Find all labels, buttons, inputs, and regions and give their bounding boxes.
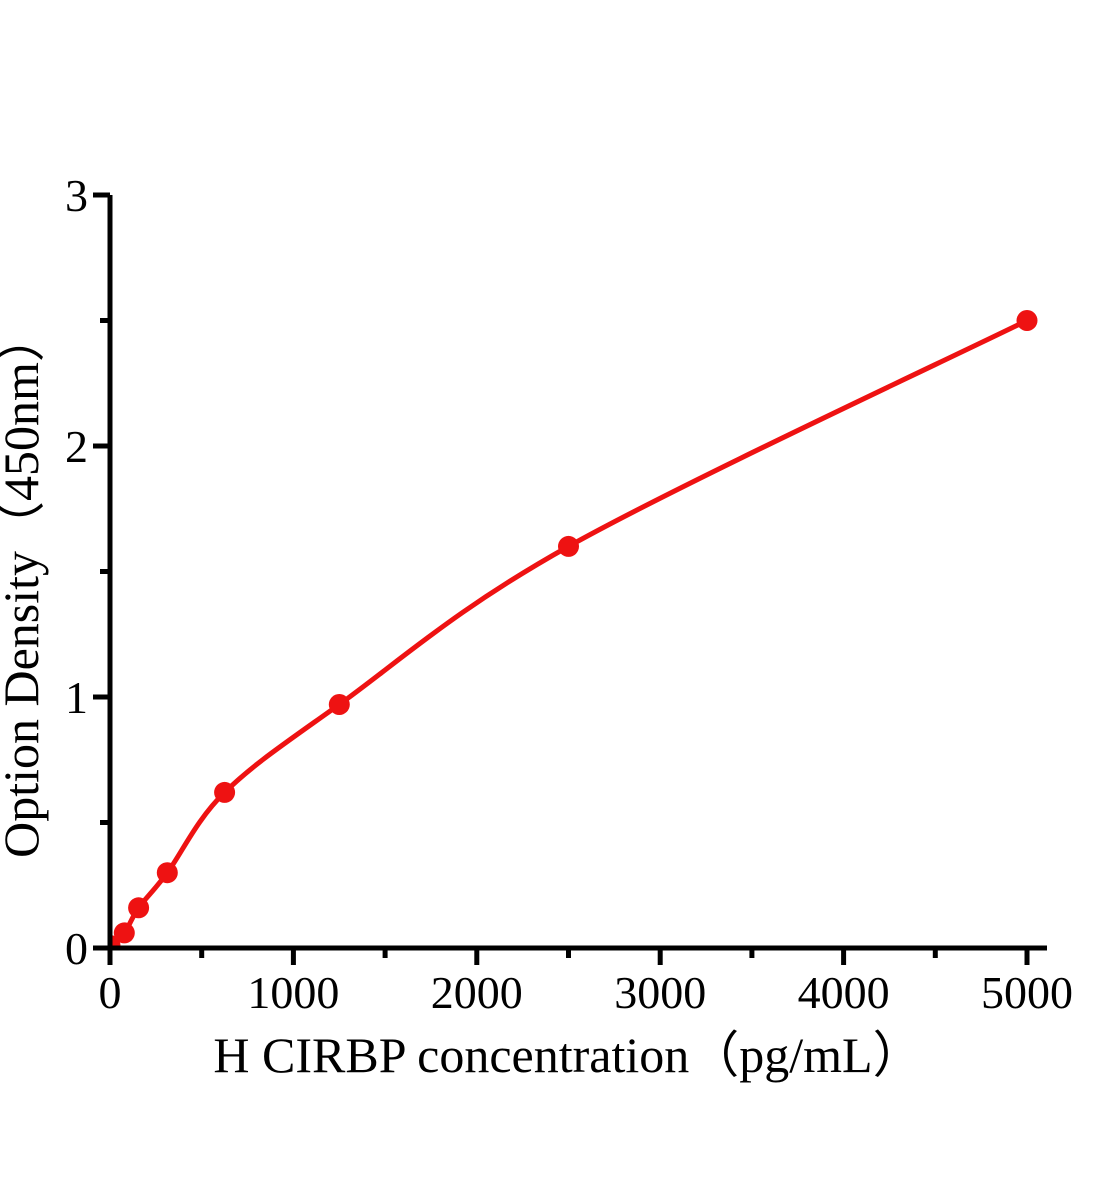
data-point: [113, 922, 135, 944]
y-tick-label: 0: [65, 923, 88, 974]
standard-curve-line: [110, 318, 1030, 948]
y-axis-title: Option Density（450nm）: [0, 312, 49, 858]
data-point: [214, 781, 236, 803]
axes: 0 1000 2000 3000 4000 5000 0 1 2 3: [65, 170, 1073, 1018]
y-tick-label: 1: [65, 672, 88, 723]
x-tick-label: 1000: [247, 967, 339, 1018]
x-axis-title: H CIRBP concentration（pg/mL）: [213, 1027, 922, 1083]
x-tick-label: 5000: [981, 967, 1073, 1018]
x-tick-label: 2000: [431, 967, 523, 1018]
x-tick-label: 3000: [614, 967, 706, 1018]
plot-area: [110, 310, 1038, 948]
data-point: [1016, 310, 1038, 331]
data-point: [110, 935, 121, 948]
data-point: [328, 694, 350, 715]
data-point: [558, 535, 579, 557]
data-point: [156, 862, 178, 884]
data-point: [128, 897, 150, 919]
x-tick-label: 4000: [798, 967, 890, 1018]
y-tick-label: 2: [65, 421, 88, 472]
y-tick-label: 3: [65, 170, 88, 221]
x-tick-label: 0: [99, 967, 122, 1018]
